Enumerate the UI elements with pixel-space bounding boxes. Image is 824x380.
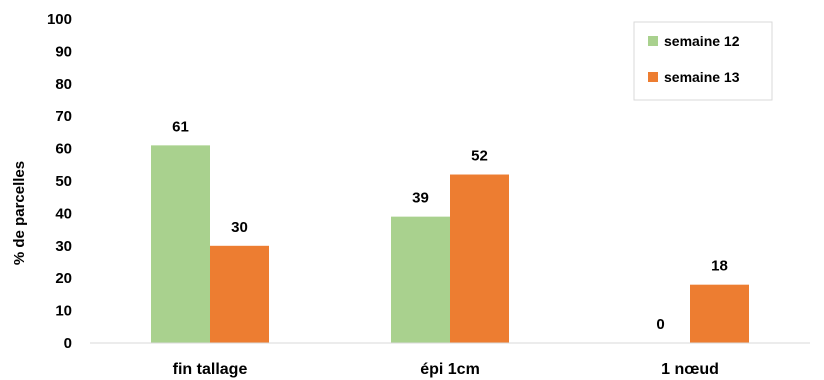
y-axis: 0 10 20 30 40 50 60 70 80 90 100 (47, 11, 72, 352)
bar (391, 216, 450, 343)
y-tick-label: 20 (55, 270, 72, 287)
data-label: 30 (231, 219, 248, 236)
bars (151, 145, 749, 343)
legend: semaine 12 semaine 13 (633, 21, 773, 101)
legend-label: semaine 13 (664, 69, 740, 85)
y-tick-label: 100 (47, 11, 72, 28)
bar (450, 174, 509, 343)
x-tick-label: 1 nœud (661, 361, 719, 378)
data-label: 18 (711, 258, 728, 275)
x-axis: fin tallage épi 1cm 1 nœud (90, 342, 810, 378)
y-tick-label: 60 (55, 141, 72, 158)
y-tick-label: 0 (64, 335, 72, 352)
legend-box (633, 21, 773, 101)
data-labels: 61 30 39 52 0 18 (172, 118, 728, 333)
x-tick-label: fin tallage (173, 361, 248, 378)
data-label: 39 (412, 190, 429, 207)
y-tick-label: 70 (55, 108, 72, 125)
legend-label: semaine 12 (664, 33, 740, 49)
y-axis-title: % de parcelles (11, 161, 28, 265)
y-tick-label: 80 (55, 76, 72, 93)
data-label: 61 (172, 118, 189, 135)
x-tick-label: épi 1cm (420, 361, 480, 378)
y-tick-label: 30 (55, 238, 72, 255)
legend-swatch (648, 72, 658, 82)
y-tick-label: 40 (55, 205, 72, 222)
bar (210, 245, 269, 343)
y-tick-label: 50 (55, 173, 72, 190)
data-label: 52 (471, 148, 488, 165)
y-tick-label: 90 (55, 43, 72, 60)
legend-swatch (648, 36, 658, 46)
data-label: 0 (656, 316, 664, 333)
bar (690, 284, 749, 343)
bar (151, 145, 210, 343)
y-tick-label: 10 (55, 303, 72, 320)
